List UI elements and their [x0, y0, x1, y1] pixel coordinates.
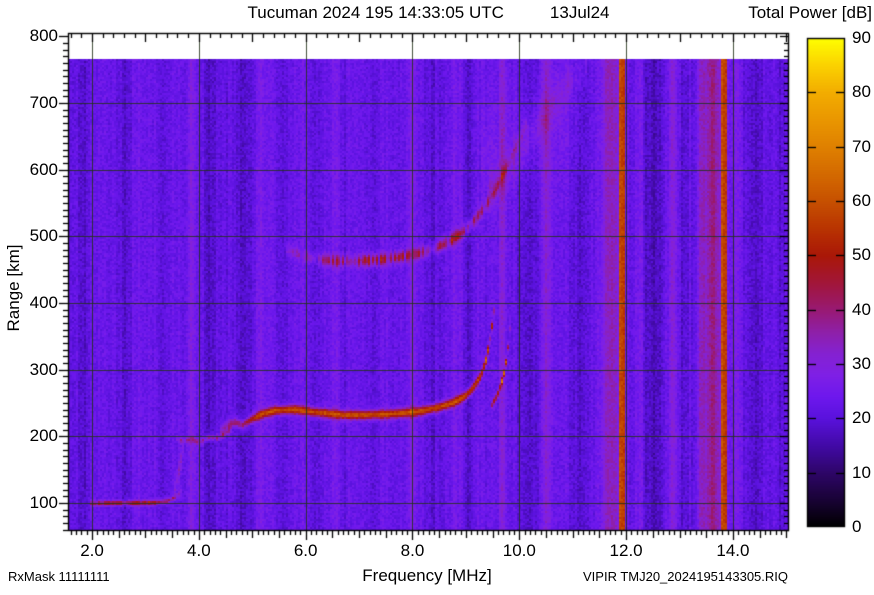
x-tick-label: 6.0: [293, 541, 318, 560]
title-row: Tucuman 2024 195 14:33:05 UTC 13Jul24: [68, 3, 789, 23]
x-tick-label: 8.0: [400, 541, 425, 560]
colorbar-tick-label: 60: [852, 191, 871, 210]
x-tick-label: 10.0: [502, 541, 536, 560]
colorbar-tick-label: 50: [852, 245, 871, 265]
colorbar-tick-label: 10: [852, 462, 871, 482]
footer-filename: VIPIR TMJ20_2024195143305.RIQ: [583, 569, 789, 584]
footer-rxmask: RxMask 11111111: [8, 569, 110, 584]
colorbar-tick-label: 30: [852, 354, 871, 373]
y-tick-label: 300: [29, 359, 58, 379]
colorbar-tick-label: 80: [852, 82, 871, 102]
x-tick-label: 12.0: [609, 541, 643, 560]
y-tick-label: 700: [29, 93, 58, 112]
x-axis-label: Frequency [MHz]: [362, 566, 492, 585]
y-tick-label: 200: [29, 426, 58, 446]
x-tick-label: 4.0: [187, 541, 211, 560]
y-axis-label: Range [km]: [4, 244, 23, 332]
colorbar-tick-label: 20: [852, 408, 871, 428]
colorbar-tick-label: 40: [852, 299, 871, 319]
plot-title: Tucuman 2024 195 14:33:05 UTC: [247, 3, 504, 22]
x-tick-label: 14.0: [716, 541, 750, 560]
colorbar-tick-label: 70: [852, 136, 871, 156]
plot-date: 13Jul24: [549, 3, 610, 22]
colorbar-tick-label: 90: [852, 28, 871, 47]
colorbar-tick-label: 0: [852, 517, 862, 536]
y-tick-label: 100: [29, 493, 58, 512]
colorbar-title: Total Power [dB]: [748, 3, 872, 22]
y-tick-label: 800: [29, 26, 58, 46]
x-tick-label: 2.0: [80, 541, 104, 560]
y-tick-label: 500: [29, 226, 58, 246]
y-tick-label: 400: [29, 293, 58, 312]
y-tick-label: 600: [29, 159, 58, 179]
